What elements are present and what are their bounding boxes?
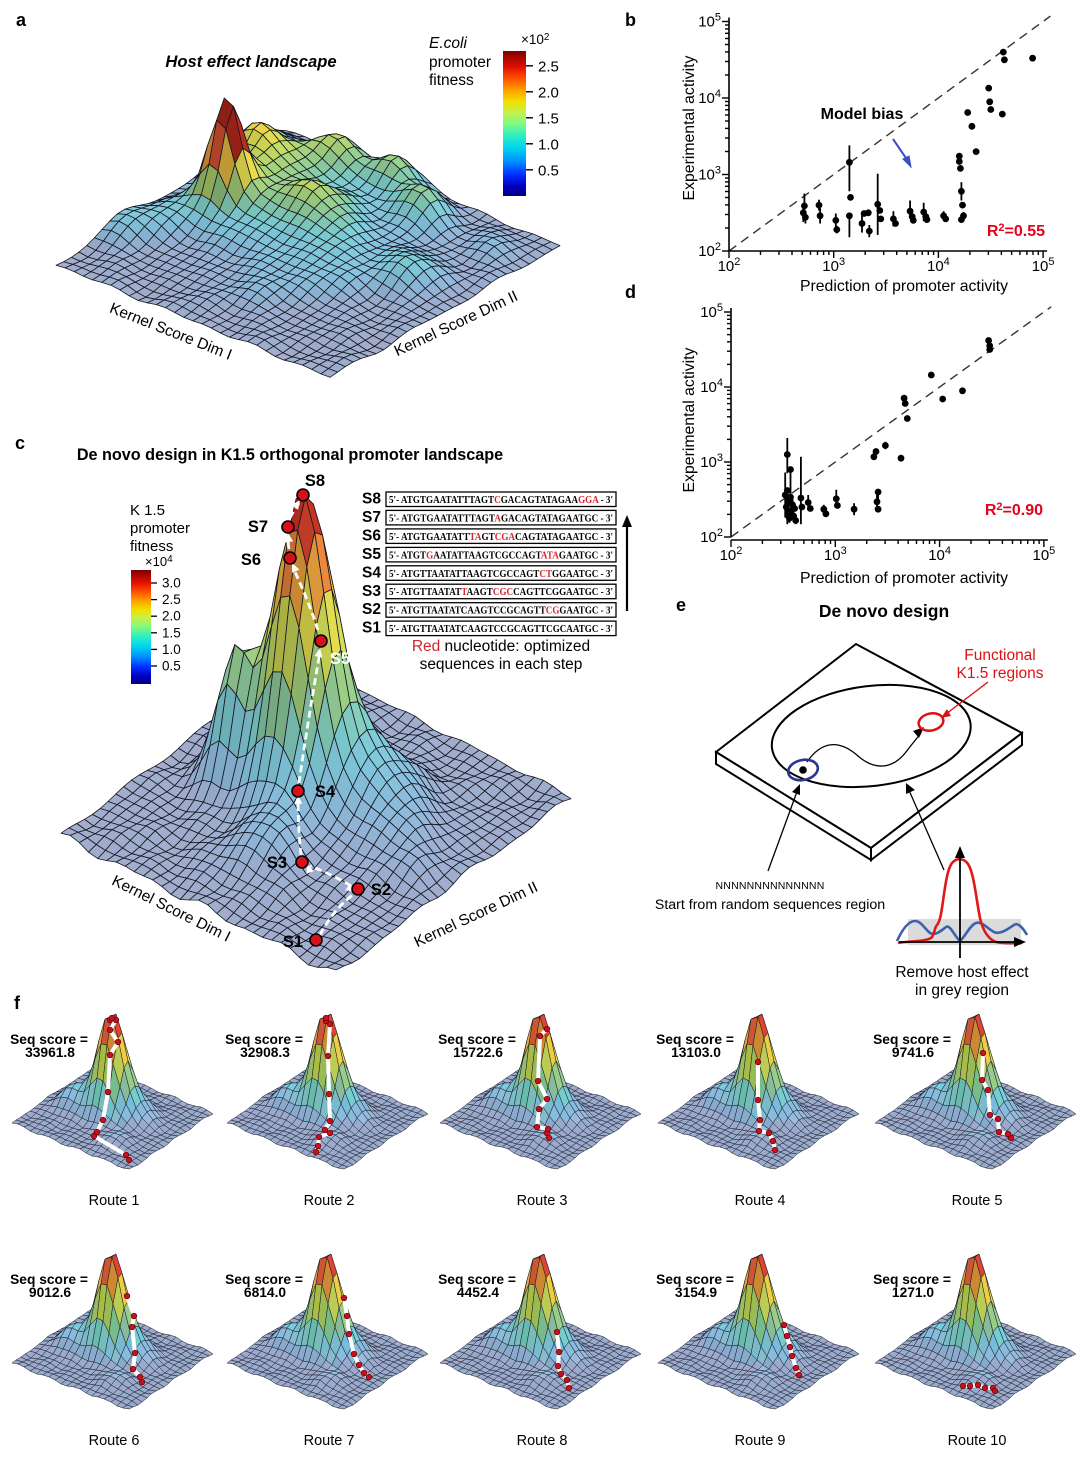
svg-text:S2: S2 xyxy=(362,601,381,618)
svg-text:f: f xyxy=(14,993,21,1013)
svg-text:33961.8: 33961.8 xyxy=(25,1045,75,1060)
svg-text:0.5: 0.5 xyxy=(538,162,559,179)
svg-text:a: a xyxy=(16,10,27,30)
svg-text:2.0: 2.0 xyxy=(162,609,181,624)
svg-text:fitness: fitness xyxy=(429,72,474,89)
svg-text:2.5: 2.5 xyxy=(538,58,559,75)
svg-text:2.5: 2.5 xyxy=(162,592,181,607)
svg-text:S7: S7 xyxy=(362,509,381,526)
svg-text:15722.6: 15722.6 xyxy=(453,1045,503,1060)
svg-text:sequences in each step: sequences in each step xyxy=(420,656,583,673)
svg-text:b: b xyxy=(625,10,636,30)
svg-text:5'- ATGTGAATATTTAGTCGACAGTATAG: 5'- ATGTGAATATTTAGTCGACAGTATAGAAGGA - 3' xyxy=(389,495,613,506)
svg-text:promoter: promoter xyxy=(429,54,491,71)
svg-text:S6: S6 xyxy=(241,551,261,569)
svg-text:Host effect landscape: Host effect landscape xyxy=(165,52,336,71)
svg-text:S7: S7 xyxy=(248,518,268,536)
svg-text:Red nucleotide: optimized: Red nucleotide: optimized xyxy=(412,638,590,655)
svg-text:×102: ×102 xyxy=(521,32,550,47)
svg-text:S4: S4 xyxy=(315,783,336,801)
svg-text:K1.5 regions: K1.5 regions xyxy=(956,665,1043,682)
svg-text:d: d xyxy=(625,282,636,302)
svg-text:S4: S4 xyxy=(362,564,381,581)
svg-text:S5: S5 xyxy=(330,650,350,668)
svg-text:Route 3: Route 3 xyxy=(517,1193,568,1209)
svg-text:Model bias: Model bias xyxy=(821,106,904,123)
svg-text:Prediction of promoter activit: Prediction of promoter activity xyxy=(800,278,1008,295)
svg-text:Remove host effect: Remove host effect xyxy=(895,964,1029,981)
svg-text:Route 6: Route 6 xyxy=(89,1433,140,1449)
svg-text:S6: S6 xyxy=(362,527,381,544)
svg-text:×104: ×104 xyxy=(145,554,173,569)
svg-text:0.5: 0.5 xyxy=(162,659,181,674)
svg-text:Route 4: Route 4 xyxy=(735,1193,786,1209)
svg-text:1.5: 1.5 xyxy=(538,110,559,127)
svg-text:5'- ATGTTAATATTAAGTCGCCAGTCTGG: 5'- ATGTTAATATTAAGTCGCCAGTCTGGAATGC - 3' xyxy=(389,569,613,580)
svg-text:3.0: 3.0 xyxy=(162,576,181,591)
svg-text:9741.6: 9741.6 xyxy=(892,1045,935,1060)
svg-text:e: e xyxy=(676,595,686,615)
svg-text:Prediction of promoter activit: Prediction of promoter activity xyxy=(800,570,1008,587)
svg-text:9012.6: 9012.6 xyxy=(29,1285,72,1300)
svg-text:K 1.5: K 1.5 xyxy=(130,502,165,519)
svg-text:S5: S5 xyxy=(362,546,381,563)
svg-text:Route 1: Route 1 xyxy=(89,1193,140,1209)
svg-text:promoter: promoter xyxy=(130,520,190,537)
svg-text:E.coli: E.coli xyxy=(429,35,467,52)
svg-text:Route 5: Route 5 xyxy=(952,1193,1003,1209)
svg-text:S2: S2 xyxy=(371,881,391,899)
svg-text:5'- ATGTTAATATTAAGTCGCCAGTTCGG: 5'- ATGTTAATATTAAGTCGCCAGTTCGGAATGC - 3' xyxy=(389,587,613,598)
svg-text:Functional: Functional xyxy=(964,647,1036,664)
svg-text:R2=0.55: R2=0.55 xyxy=(987,222,1045,240)
svg-text:in grey region: in grey region xyxy=(915,982,1009,999)
svg-text:S1: S1 xyxy=(283,933,303,951)
svg-text:R2=0.90: R2=0.90 xyxy=(985,501,1043,519)
svg-text:S3: S3 xyxy=(267,854,287,872)
svg-text:Route 2: Route 2 xyxy=(304,1193,355,1209)
svg-text:fitness: fitness xyxy=(130,538,173,555)
svg-text:1.5: 1.5 xyxy=(162,625,181,640)
svg-text:5'- ATGTGAATATTTAGTAGACAGTATAG: 5'- ATGTGAATATTTAGTAGACAGTATAGAATGC - 3' xyxy=(389,514,613,525)
svg-text:13103.0: 13103.0 xyxy=(671,1045,721,1060)
svg-text:32908.3: 32908.3 xyxy=(240,1045,290,1060)
svg-text:S8: S8 xyxy=(362,491,381,508)
svg-text:Route 7: Route 7 xyxy=(304,1433,355,1449)
svg-text:5'- ATGTTAATATCAAGTCCGCAGTTCGC: 5'- ATGTTAATATCAAGTCCGCAGTTCGCAATGC - 3' xyxy=(389,624,613,635)
svg-text:De novo design: De novo design xyxy=(819,601,949,621)
svg-text:Experimental activity: Experimental activity xyxy=(681,55,698,200)
svg-text:Start from random sequences re: Start from random sequences region xyxy=(655,897,885,913)
svg-text:5'- ATGTTAATATCAAGTCCGCAGTTCGG: 5'- ATGTTAATATCAAGTCCGCAGTTCGGAATGC - 3' xyxy=(389,606,613,617)
svg-text:1.0: 1.0 xyxy=(538,136,559,153)
svg-text:2.0: 2.0 xyxy=(538,84,559,101)
svg-text:5'- ATGTGAATATTTAGTCGACAGTATAG: 5'- ATGTGAATATTTAGTCGACAGTATAGAATGC - 3' xyxy=(389,532,613,543)
svg-text:S8: S8 xyxy=(305,472,325,490)
svg-text:S3: S3 xyxy=(362,583,381,600)
svg-text:5'- ATGTGAATATTAAGTCGCCAGTATAG: 5'- ATGTGAATATTAAGTCGCCAGTATAGAATGC - 3' xyxy=(389,550,613,561)
svg-text:1.0: 1.0 xyxy=(162,642,181,657)
svg-text:6814.0: 6814.0 xyxy=(244,1285,287,1300)
svg-text:De novo design in K1.5 orthogo: De novo design in K1.5 orthogonal promot… xyxy=(77,446,503,464)
svg-text:S1: S1 xyxy=(362,620,381,637)
svg-text:NNNNNNNNNNNNNN: NNNNNNNNNNNNNN xyxy=(716,880,825,892)
svg-text:c: c xyxy=(15,433,25,453)
svg-text:Experimental activity: Experimental activity xyxy=(681,347,698,492)
